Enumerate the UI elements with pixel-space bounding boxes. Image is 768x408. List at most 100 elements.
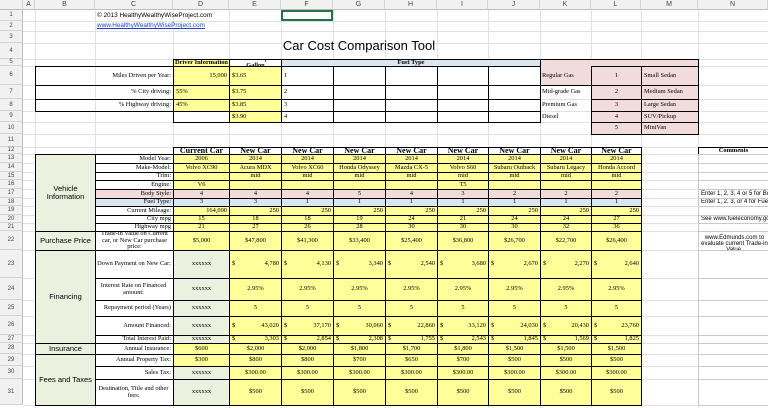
- miles-input[interactable]: 15,000: [173, 66, 230, 86]
- row-header-1[interactable]: 1: [0, 10, 23, 21]
- column-header-f[interactable]: F: [281, 0, 333, 10]
- destination-fees-cell[interactable]: $500: [385, 379, 438, 406]
- column-header-g[interactable]: G: [333, 0, 385, 10]
- sales-tax-cell[interactable]: $300.00: [591, 366, 642, 380]
- comment-cell[interactable]: [698, 366, 768, 380]
- sales-tax-cell[interactable]: $300.00: [229, 366, 282, 380]
- comment-cell[interactable]: [698, 278, 768, 301]
- sales-tax-cell[interactable]: $300.00: [281, 366, 334, 380]
- purchase-price-cell[interactable]: $41,300: [281, 231, 334, 251]
- destination-fees-cell[interactable]: $500: [540, 379, 592, 406]
- column-header-b[interactable]: B: [35, 0, 95, 10]
- column-header-i[interactable]: I: [437, 0, 488, 10]
- column-header-d[interactable]: D: [173, 0, 229, 10]
- sales-tax-cell[interactable]: $300.00: [385, 366, 438, 380]
- repayment-period-cell[interactable]: 5: [488, 300, 541, 317]
- destination-fees-cell[interactable]: $500: [437, 379, 489, 406]
- interest-rate-cell[interactable]: 2.95%: [437, 278, 489, 301]
- destination-fees-cell[interactable]: $500: [488, 379, 541, 406]
- row-header-20[interactable]: 20: [0, 215, 23, 223]
- row-header-14[interactable]: 14: [0, 163, 23, 172]
- row-header-22[interactable]: 22: [0, 231, 23, 250]
- repayment-period-cell[interactable]: 5: [437, 300, 489, 317]
- destination-fees-cell[interactable]: $500: [333, 379, 386, 406]
- repayment-period-cell[interactable]: 5: [333, 300, 386, 317]
- down-payment-cell[interactable]: $4,780: [229, 250, 282, 279]
- amount-financed-cell[interactable]: $43,020: [229, 316, 282, 336]
- repayment-period-cell[interactable]: 5: [281, 300, 334, 317]
- amount-financed-cell[interactable]: $33,120: [437, 316, 489, 336]
- sales-tax-cell[interactable]: $300.00: [540, 366, 592, 380]
- purchase-price-cell[interactable]: $26,400: [591, 231, 642, 251]
- row-header-18[interactable]: 18: [0, 198, 23, 206]
- amount-financed-cell[interactable]: $30,060: [333, 316, 386, 336]
- amount-financed-cell[interactable]: $23,760: [591, 316, 642, 336]
- column-header-m[interactable]: M: [641, 0, 698, 10]
- destination-fees-cell[interactable]: $500: [591, 379, 642, 406]
- row-header-2[interactable]: 2: [0, 21, 23, 31]
- sales-tax-cell[interactable]: xxxxxx: [173, 366, 230, 380]
- sales-tax-cell[interactable]: $300.00: [437, 366, 489, 380]
- row-header-21[interactable]: 21: [0, 223, 23, 231]
- purchase-price-cell[interactable]: $25,400: [385, 231, 438, 251]
- purchase-price-cell[interactable]: $26,700: [488, 231, 541, 251]
- column-header-e[interactable]: E: [229, 0, 281, 10]
- down-payment-cell[interactable]: $3,680: [437, 250, 489, 279]
- amount-financed-cell[interactable]: $37,170: [281, 316, 334, 336]
- row-header-19[interactable]: 19: [0, 206, 23, 215]
- row-header-6[interactable]: 6: [0, 66, 23, 85]
- column-header-k[interactable]: K: [540, 0, 591, 10]
- row-header-10[interactable]: 10: [0, 122, 23, 134]
- row-header-24[interactable]: 24: [0, 278, 23, 300]
- amount-financed-cell[interactable]: $22,860: [385, 316, 438, 336]
- comment-cell[interactable]: [698, 316, 768, 336]
- comment-cell[interactable]: [698, 379, 768, 406]
- destination-fees-cell[interactable]: $500: [281, 379, 334, 406]
- column-header-a[interactable]: A: [23, 0, 35, 10]
- sales-tax-cell[interactable]: $300.00: [488, 366, 541, 380]
- amount-financed-cell[interactable]: $24,030: [488, 316, 541, 336]
- fuel-cost-input[interactable]: $3.65: [229, 66, 282, 86]
- purchase-price-cell[interactable]: $22,700: [540, 231, 592, 251]
- purchase-price-cell[interactable]: $47,800: [229, 231, 282, 251]
- comment-mpg[interactable]: See www.fueleconomy.gov for mpg: [698, 215, 768, 224]
- row-header-8[interactable]: 8: [0, 99, 23, 111]
- sales-tax-cell[interactable]: $300.00: [333, 366, 386, 380]
- column-header-l[interactable]: L: [591, 0, 641, 10]
- amount-financed-cell[interactable]: $20,430: [540, 316, 592, 336]
- repayment-period-cell[interactable]: 5: [591, 300, 642, 317]
- row-header-4[interactable]: 4: [0, 43, 23, 59]
- down-payment-cell[interactable]: $2,640: [591, 250, 642, 279]
- column-header-j[interactable]: J: [488, 0, 540, 10]
- row-header-23[interactable]: 23: [0, 250, 23, 278]
- row-header-28[interactable]: 28: [0, 343, 23, 354]
- repayment-period-cell[interactable]: 5: [385, 300, 438, 317]
- select-all-corner[interactable]: [0, 0, 23, 10]
- repayment-period-cell[interactable]: 5: [229, 300, 282, 317]
- row-header-27[interactable]: 27: [0, 335, 23, 343]
- row-header-11[interactable]: 11: [0, 134, 23, 147]
- column-header-h[interactable]: H: [385, 0, 437, 10]
- repayment-period-cell[interactable]: 5: [540, 300, 592, 317]
- down-payment-cell[interactable]: $2,270: [540, 250, 592, 279]
- comment-purchase[interactable]: Recommend www.Edmunds.com to evaluate cu…: [698, 231, 768, 251]
- row-header-5[interactable]: 5: [0, 59, 23, 66]
- row-header-25[interactable]: 25: [0, 300, 23, 316]
- interest-rate-cell[interactable]: 2.95%: [591, 278, 642, 301]
- down-payment-cell[interactable]: $3,340: [333, 250, 386, 279]
- row-header-26[interactable]: 26: [0, 316, 23, 335]
- row-header-12[interactable]: 12: [0, 147, 23, 154]
- down-payment-cell[interactable]: $2,540: [385, 250, 438, 279]
- interest-rate-cell[interactable]: 2.95%: [488, 278, 541, 301]
- comment-cell[interactable]: [698, 250, 768, 279]
- down-payment-cell[interactable]: $4,130: [281, 250, 334, 279]
- comment-cell[interactable]: [698, 300, 768, 317]
- selected-cell[interactable]: [281, 10, 333, 21]
- comment-fuel-type[interactable]: Enter 1, 2, 3, or 4 for Fuel Type: [698, 198, 768, 207]
- row-header-17[interactable]: 17: [0, 189, 23, 198]
- interest-rate-cell[interactable]: 2.95%: [385, 278, 438, 301]
- website-link[interactable]: www.HealthyWealthyWiseProject.com: [97, 22, 205, 30]
- interest-rate-cell[interactable]: 2.95%: [540, 278, 592, 301]
- purchase-price-cell[interactable]: $5,000: [173, 231, 230, 251]
